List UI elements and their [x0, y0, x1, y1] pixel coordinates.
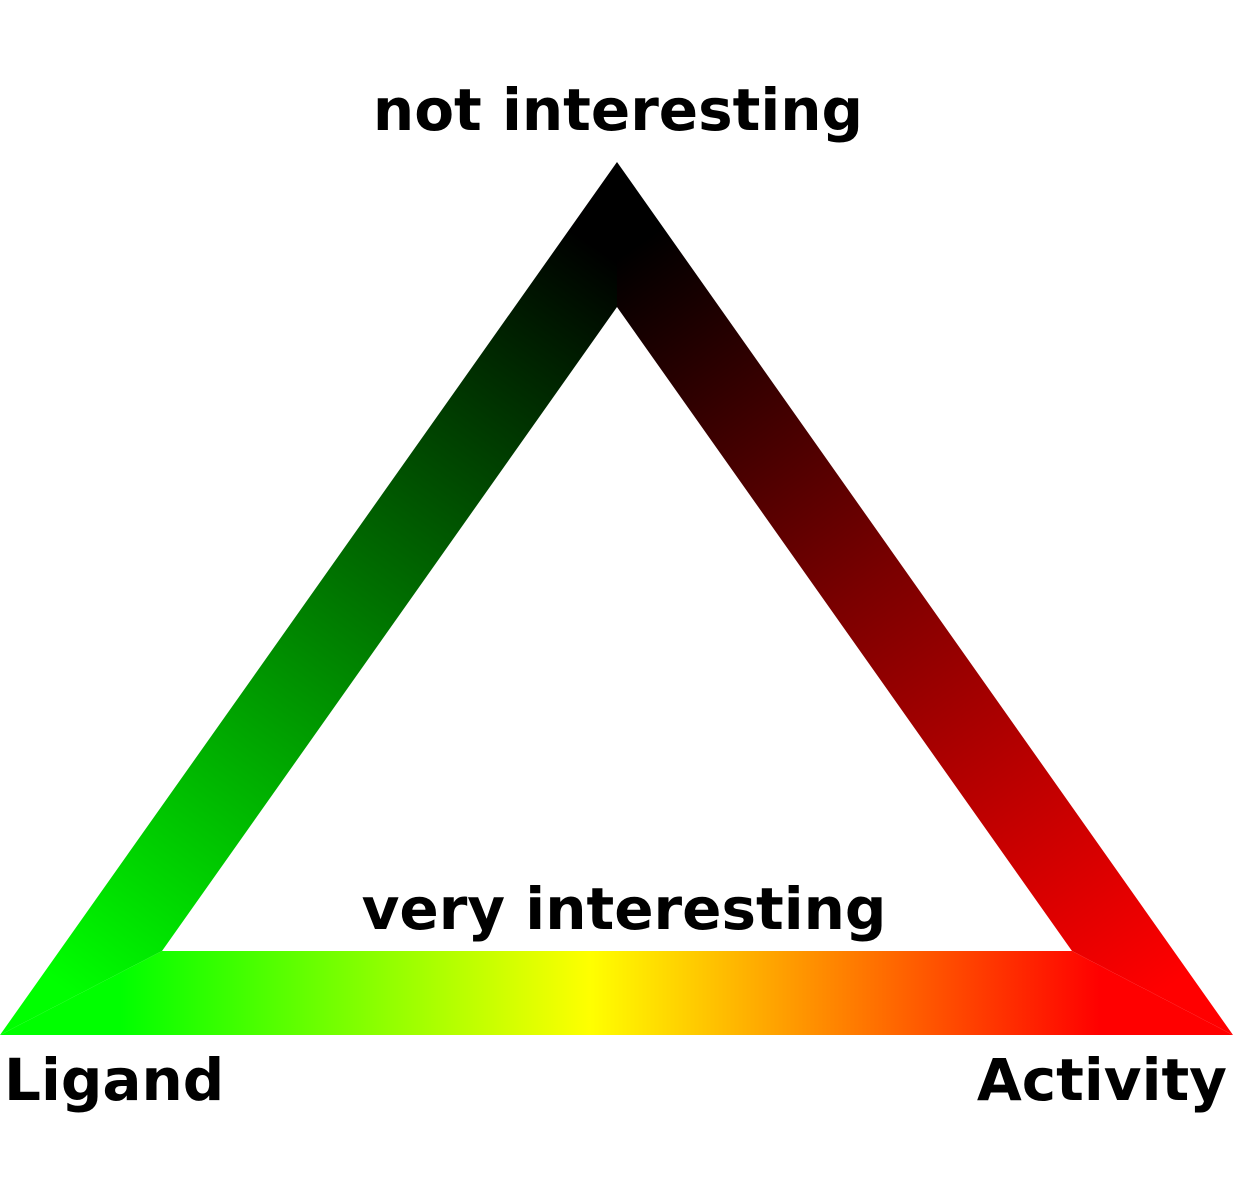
- triangle-right-edge: [617, 162, 1233, 1035]
- label-bottom-left-ligand: Ligand: [4, 1046, 224, 1114]
- triangle-left-edge: [0, 162, 617, 1035]
- triangle-bottom-edge: [0, 951, 1233, 1035]
- label-top-not-interesting: not interesting: [373, 76, 863, 144]
- label-bottom-right-activity: Activity: [977, 1046, 1227, 1114]
- label-center-very-interesting: very interesting: [362, 875, 887, 943]
